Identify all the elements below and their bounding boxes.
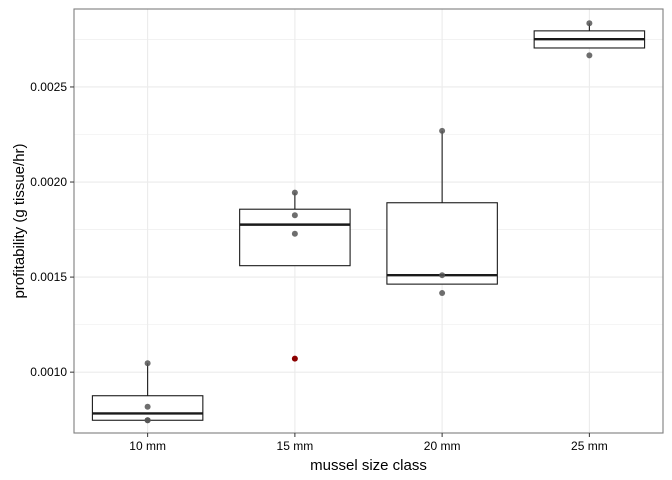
y-tick-label: 0.0010 [30, 365, 67, 379]
x-axis-title: mussel size class [310, 457, 427, 474]
x-axis-ticks: 10 mm 15 mm 20 mm 25 mm [129, 433, 608, 453]
box-20mm [386, 130, 498, 285]
y-tick-label: 0.0015 [30, 270, 67, 284]
y-axis-title: profitability (g tissue/hr) [11, 143, 28, 298]
data-point [439, 272, 446, 279]
data-point [439, 127, 446, 134]
data-point [586, 20, 593, 27]
data-point [144, 360, 151, 367]
box-15mm [239, 192, 351, 267]
x-tick-label: 20 mm [424, 439, 461, 453]
y-tick-label: 0.0020 [30, 175, 67, 189]
data-point [291, 230, 298, 237]
x-tick-label: 10 mm [129, 439, 166, 453]
plot-panel-border [73, 8, 664, 434]
x-tick-label: 25 mm [571, 439, 608, 453]
data-point [586, 52, 593, 59]
data-point [144, 417, 151, 424]
data-points [144, 20, 593, 424]
x-tick-label: 15 mm [277, 439, 314, 453]
data-point [144, 403, 151, 410]
box-iqr [386, 202, 498, 285]
data-point [291, 189, 298, 196]
outlier-point [291, 355, 298, 362]
y-axis-ticks: 0.0010 0.0015 0.0020 0.0025 [30, 80, 74, 379]
box-10mm [91, 363, 204, 421]
y-tick-label: 0.0025 [30, 80, 67, 94]
box-25mm [533, 23, 646, 49]
boxes [91, 23, 646, 421]
data-point [291, 212, 298, 219]
box-iqr [239, 208, 351, 267]
data-point [439, 290, 446, 297]
